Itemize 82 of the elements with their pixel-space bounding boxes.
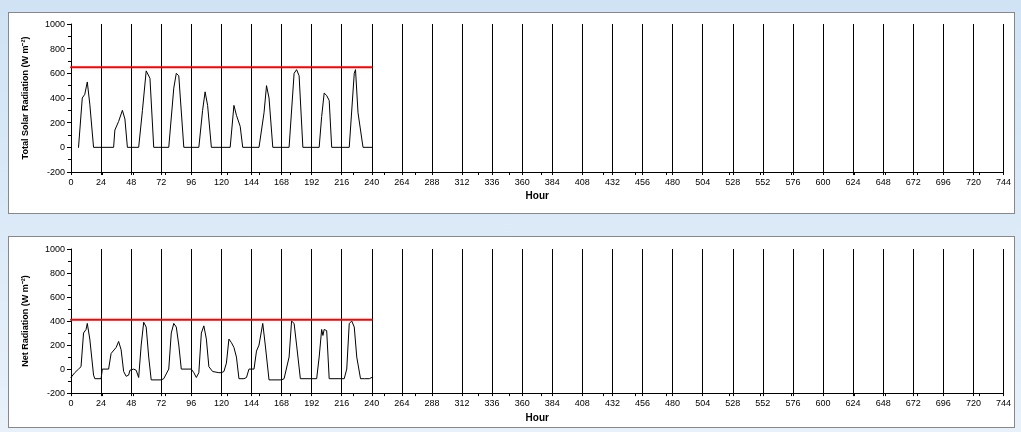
x-tick-label: 576 [785, 397, 801, 408]
x-tick-label: 144 [243, 176, 259, 187]
x-tick-label: 672 [905, 397, 921, 408]
y-tick-label: 0 [59, 142, 65, 153]
x-tick-label: 360 [514, 397, 530, 408]
y-tick-label: 600 [49, 292, 65, 303]
y-tick-label: -200 [46, 167, 65, 177]
x-tick-label: 408 [574, 176, 590, 187]
x-tick-label: 96 [186, 397, 197, 408]
x-tick-label: 168 [274, 176, 290, 187]
x-tick-label: 120 [213, 397, 229, 408]
x-tick-label: 744 [995, 176, 1012, 187]
x-tick-label: 336 [484, 176, 500, 187]
y-tick-label: 400 [49, 316, 65, 327]
x-tick-label: 432 [604, 176, 620, 187]
x-tick-label: 288 [424, 176, 440, 187]
y-tick-label: 200 [49, 340, 65, 351]
x-tick-label: 648 [875, 176, 891, 187]
x-tick-label: 312 [454, 176, 470, 187]
y-axis-title: Total Solar Radiation (W m⁻²) [19, 36, 30, 160]
y-tick-label: 0 [59, 364, 65, 375]
x-tick-label: 624 [845, 176, 861, 187]
x-tick-label: 480 [665, 176, 681, 187]
y-tick-label: 400 [49, 93, 65, 103]
x-tick-label: 264 [394, 397, 410, 408]
x-tick-label: 504 [695, 397, 711, 408]
x-axis-title: Hour [525, 411, 550, 423]
x-tick-label: 168 [274, 397, 290, 408]
x-tick-label: 48 [126, 397, 137, 408]
x-tick-label: 624 [845, 397, 861, 408]
x-tick-label: 240 [364, 176, 380, 187]
x-tick-label: 144 [243, 397, 259, 408]
x-tick-label: 384 [544, 176, 560, 187]
x-tick-label: 48 [126, 176, 137, 187]
x-tick-label: 480 [665, 397, 681, 408]
x-tick-label: 360 [514, 176, 530, 187]
x-tick-label: 456 [635, 176, 651, 187]
x-tick-label: 744 [995, 397, 1012, 408]
x-tick-label: 552 [755, 397, 771, 408]
x-tick-label: 504 [695, 176, 711, 187]
x-tick-label: 408 [574, 397, 590, 408]
y-tick-label: 1000 [44, 19, 65, 29]
x-tick-label: 432 [604, 397, 620, 408]
x-tick-label: 384 [544, 397, 560, 408]
x-tick-label: 720 [965, 397, 981, 408]
x-tick-label: 72 [156, 397, 167, 408]
y-tick-label: 600 [49, 68, 65, 79]
x-tick-label: 528 [725, 397, 741, 408]
x-tick-label: 312 [454, 397, 470, 408]
x-tick-label: 192 [304, 176, 320, 187]
x-tick-label: 528 [725, 176, 741, 187]
y-tick-label: 1000 [44, 244, 65, 254]
x-tick-label: 696 [935, 176, 951, 187]
x-tick-label: 0 [68, 176, 74, 187]
x-tick-label: 600 [815, 176, 831, 187]
x-tick-label: 216 [334, 176, 350, 187]
y-axis-title: Net Radiation (W m⁻²) [19, 275, 30, 367]
x-tick-label: 0 [68, 397, 74, 408]
x-tick-label: 576 [785, 176, 801, 187]
y-tick-label: 200 [49, 117, 65, 128]
x-tick-label: 24 [96, 176, 107, 187]
y-tick-label: -200 [46, 388, 65, 399]
x-tick-label: 120 [213, 176, 229, 187]
x-axis-title: Hour [525, 190, 550, 202]
x-tick-label: 96 [186, 176, 197, 187]
x-tick-label: 24 [96, 397, 107, 408]
x-tick-label: 720 [965, 176, 981, 187]
x-tick-label: 72 [156, 176, 167, 187]
x-tick-label: 288 [424, 397, 440, 408]
x-tick-label: 552 [755, 176, 771, 187]
x-tick-label: 696 [935, 397, 951, 408]
x-tick-label: 600 [815, 397, 831, 408]
x-tick-label: 264 [394, 176, 410, 187]
x-tick-label: 240 [364, 397, 380, 408]
y-tick-label: 800 [49, 268, 65, 279]
x-tick-label: 672 [905, 176, 921, 187]
x-tick-label: 192 [304, 397, 320, 408]
x-tick-label: 216 [334, 397, 350, 408]
x-tick-label: 456 [635, 397, 651, 408]
y-tick-label: 800 [49, 43, 65, 54]
x-tick-label: 648 [875, 397, 891, 408]
x-tick-label: 336 [484, 397, 500, 408]
